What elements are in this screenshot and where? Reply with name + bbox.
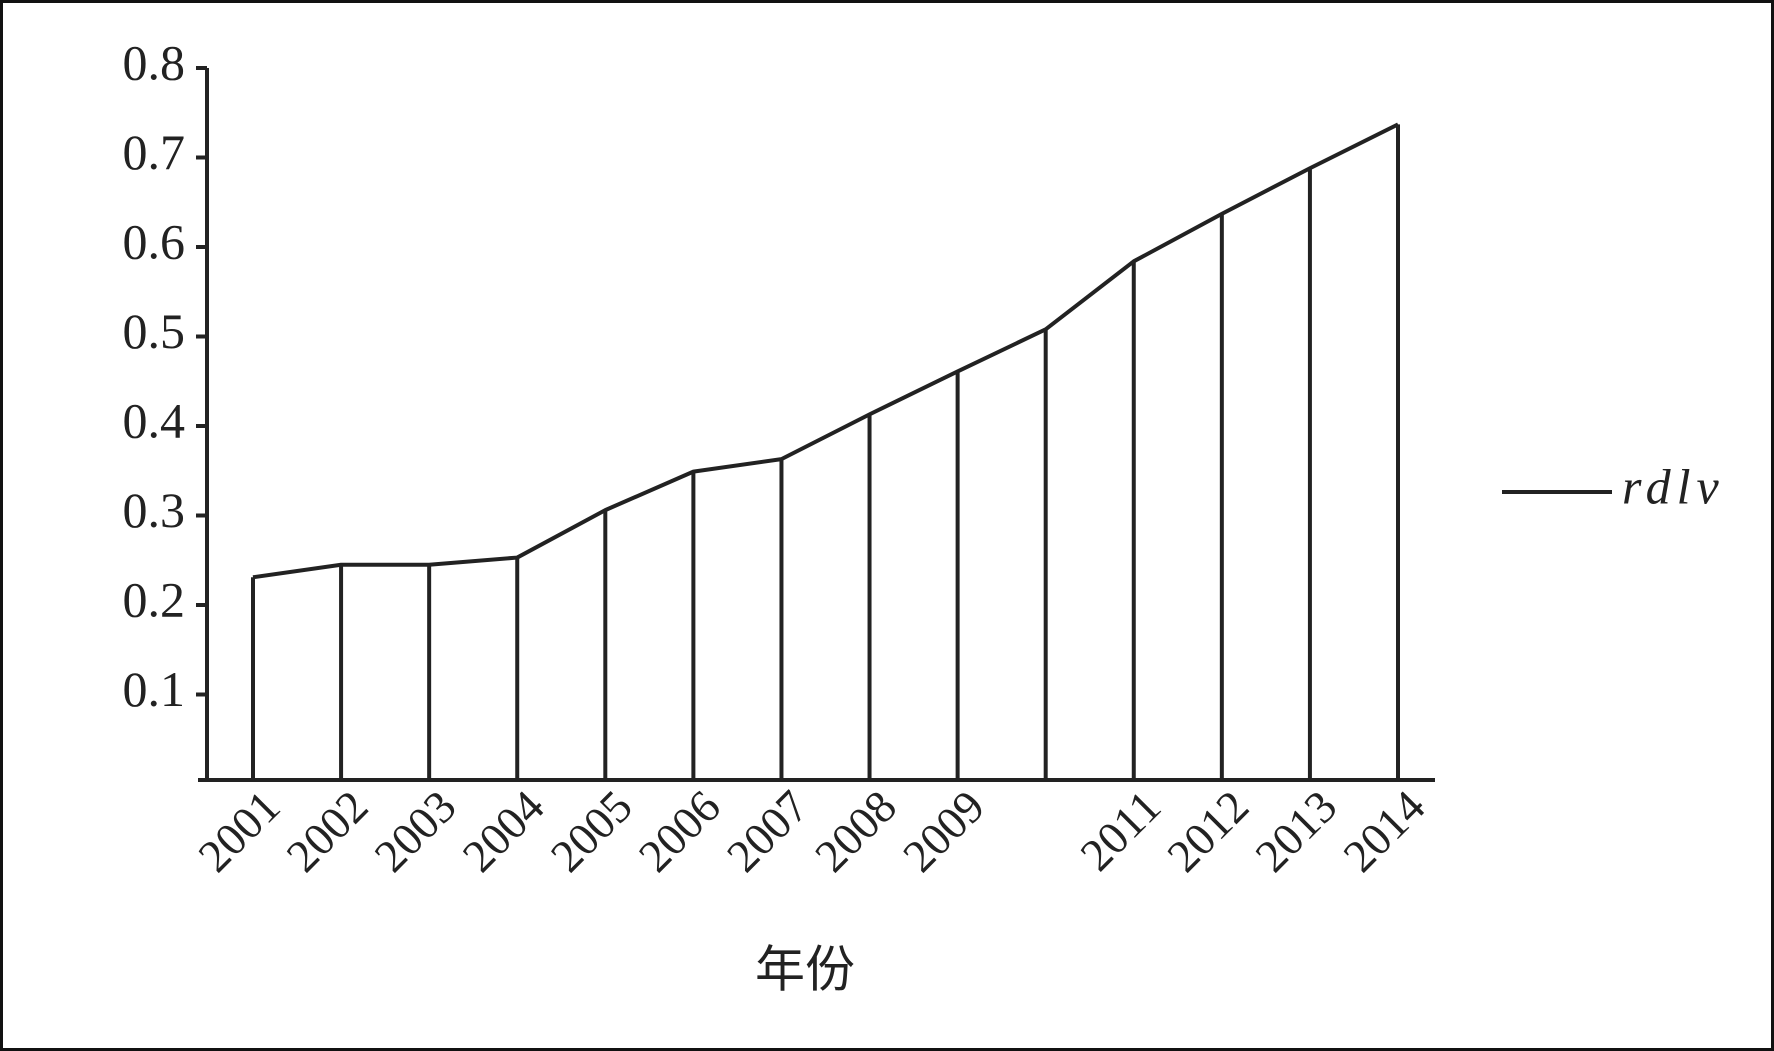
y-tick-label: 0.5 <box>123 303 186 359</box>
line <box>252 122 1399 580</box>
y-tick-label: 0.4 <box>123 392 186 448</box>
y-tick-label: 0.3 <box>123 482 186 538</box>
y-tick-label: 0.7 <box>123 124 186 180</box>
y-tick-label: 0.6 <box>123 213 186 269</box>
y-tick-label: 0.1 <box>123 661 186 717</box>
legend-label: rdlv <box>1622 458 1725 514</box>
y-tick-label: 0.2 <box>123 571 186 627</box>
x-axis-label: 年份 <box>755 941 855 997</box>
y-tick-label: 0.8 <box>123 34 186 90</box>
